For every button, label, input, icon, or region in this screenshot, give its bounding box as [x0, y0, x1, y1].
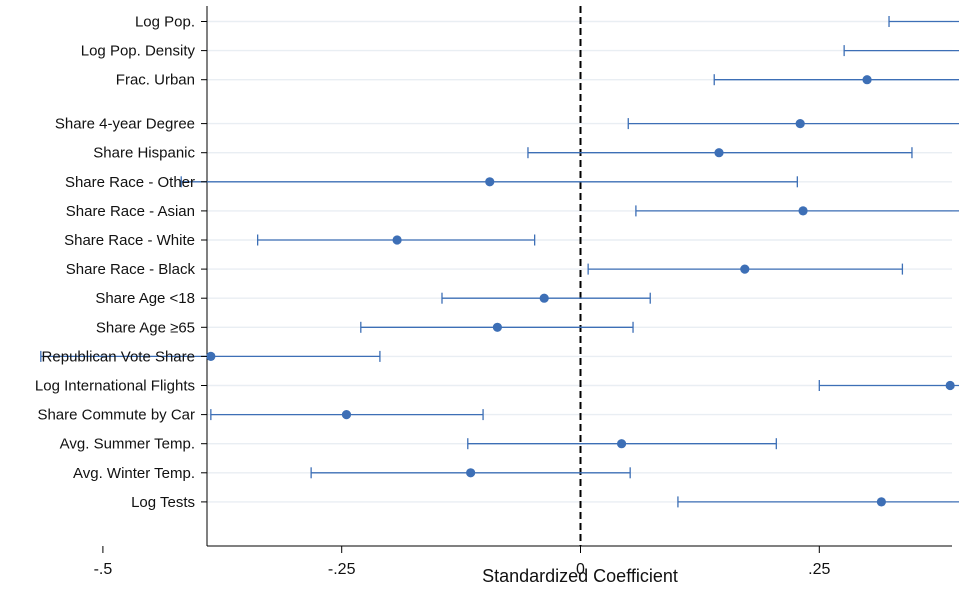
x-ticks: -.75-.5-.250.25.5.75 [94, 546, 831, 578]
category-labels: Log Pop. Log Pop. Density Frac. Urban Share… [35, 14, 207, 511]
category-label: Log Pop. [135, 14, 195, 31]
point-estimate [876, 497, 886, 507]
x-tick-label: -.5 [94, 561, 113, 578]
point-estimate [392, 235, 402, 245]
point-estimate [740, 264, 750, 274]
category-label: Share Race - White [64, 232, 195, 249]
category-label: Share 4-year Degree [55, 116, 195, 133]
category-label: Log Pop. Density [81, 43, 196, 60]
category-label: Share Race - Black [66, 261, 196, 278]
point-estimate [539, 293, 549, 303]
category-label: Avg. Winter Temp. [73, 465, 195, 482]
point-estimate [341, 410, 352, 420]
x-axis-title: Standardized Coefficient [482, 566, 678, 586]
point-estimate [795, 119, 805, 129]
x-tick-label: 0 [576, 561, 585, 578]
x-tick-label: .25 [808, 561, 830, 578]
point-estimate [466, 468, 476, 478]
category-label: Share Race - Other [65, 174, 195, 191]
point-estimate [485, 177, 495, 187]
category-label: Share Age ≥65 [96, 319, 195, 336]
category-label: Share Race - Asian [66, 203, 195, 220]
point-estimates [206, 75, 955, 507]
category-label: Frac. Urban [116, 72, 195, 89]
category-label: Avg. Summer Temp. [60, 436, 195, 453]
category-label: Share Commute by Car [37, 407, 195, 424]
point-estimate [714, 148, 724, 158]
category-label: Republican Vote Share [42, 348, 195, 365]
point-estimate [492, 322, 502, 332]
category-label: Share Age <18 [95, 290, 195, 307]
x-tick-label: -.25 [328, 561, 356, 578]
category-label: Log International Flights [35, 378, 195, 395]
category-label: Log Tests [131, 494, 195, 511]
point-estimate [945, 380, 955, 391]
point-estimate [798, 206, 808, 216]
point-estimate [206, 351, 216, 361]
category-label: Share Hispanic [93, 145, 195, 162]
point-estimate [616, 439, 627, 449]
point-estimate [862, 75, 872, 85]
